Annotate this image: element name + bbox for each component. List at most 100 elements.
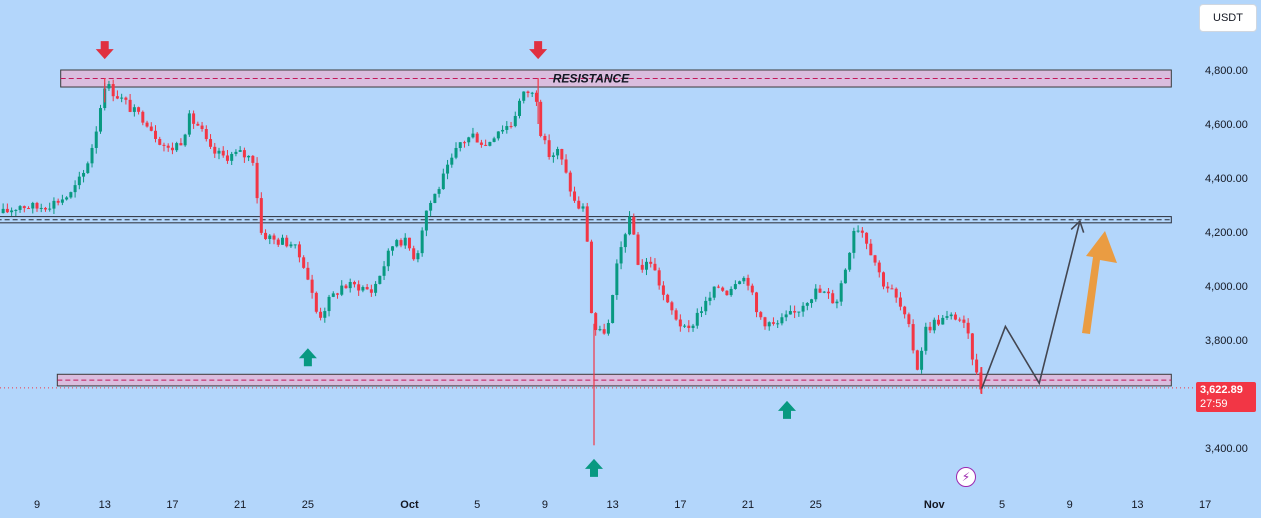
candle-body [564,159,568,173]
candle-body [835,301,839,304]
candle-body [170,147,174,151]
candle-body [801,305,805,312]
candle-body [137,107,141,112]
candle-body [788,311,792,315]
y-tick-label: 4,600.00 [1205,119,1248,131]
candle-body [915,350,919,370]
candle-body [365,287,369,290]
candle-body [632,216,636,235]
candle-body [86,163,90,173]
candle-body [344,285,348,289]
candle-body [433,193,437,203]
candle-body [35,202,39,209]
candle-body [962,319,966,323]
candle-body [120,97,124,99]
candle-body [82,172,86,177]
candle-body [615,263,619,296]
candle-body [115,96,119,99]
candle-body [450,157,454,165]
candle-body [48,208,52,210]
candle-body [882,272,885,287]
candle-body [272,235,276,240]
candle-body [666,294,670,303]
candle-body [822,291,826,293]
candle-body [230,153,234,161]
y-tick-label: 4,400.00 [1205,173,1248,185]
candle-body [911,324,915,351]
candle-body [369,289,373,293]
candle-body [386,250,390,267]
candle-body [556,148,560,156]
y-tick-label: 4,200.00 [1205,227,1248,239]
candle-body [894,288,898,298]
candle-body [945,316,949,318]
candle-body [492,138,496,142]
candle-body [657,270,661,286]
candle-body [733,284,737,289]
zone-label-resistance: RESISTANCE [553,72,630,86]
candle-body [543,135,547,141]
candle-body [5,208,9,213]
candle-body [43,207,47,210]
candle-body [268,235,272,239]
candle-body [27,208,31,210]
candles-layer [1,78,983,446]
marker-arrow-up [584,458,603,477]
y-tick-label: 3,400.00 [1205,443,1248,455]
candle-body [589,241,593,314]
candle-body [776,323,780,325]
candle-body [695,312,699,326]
candle-body [585,206,589,242]
candle-body [818,288,822,293]
candle-body [200,125,204,130]
candle-body [60,199,64,203]
candle-body [522,91,526,101]
candle-body [721,287,725,291]
candle-body [10,210,14,213]
candle-body [505,126,509,130]
candle-body [496,131,500,139]
x-tick-label: 13 [606,499,618,511]
candle-body [839,283,843,302]
candle-body [602,329,606,334]
candle-body [285,237,289,247]
candle-body [395,240,399,247]
x-tick-label: 17 [166,499,178,511]
candle-body [175,143,179,151]
candle-body [678,319,682,327]
candle-body [581,206,585,209]
candle-body [742,277,746,282]
candle-body [953,314,957,320]
currency-unit-button[interactable]: USDT [1199,4,1257,32]
candle-body [619,247,623,264]
candle-body [319,311,323,318]
candle-body [848,252,852,270]
y-tick-label: 4,000.00 [1205,281,1248,293]
candle-body [746,277,750,286]
candle-body [877,262,881,273]
candle-body [424,210,428,231]
candle-body [970,333,974,360]
x-tick-label: 13 [1131,499,1143,511]
y-tick-label: 4,800.00 [1205,65,1248,77]
lightning-icon[interactable]: ⚡︎ [956,467,976,487]
candle-body [297,244,301,258]
candle-body [767,322,771,327]
candle-body [31,202,35,209]
candle-body [907,314,911,325]
x-tick-label: 25 [810,499,822,511]
candle-body [708,297,712,301]
candle-body [145,122,149,127]
candle-body [94,131,98,148]
candle-body [979,372,983,390]
candle-body [750,285,754,293]
candle-body [310,279,314,293]
candle-body [14,209,18,211]
candle-body [378,275,382,284]
candle-body [606,323,610,334]
candle-body [513,115,517,127]
candle-body [644,261,648,270]
candle-body [65,197,69,200]
candle-body [56,200,60,203]
